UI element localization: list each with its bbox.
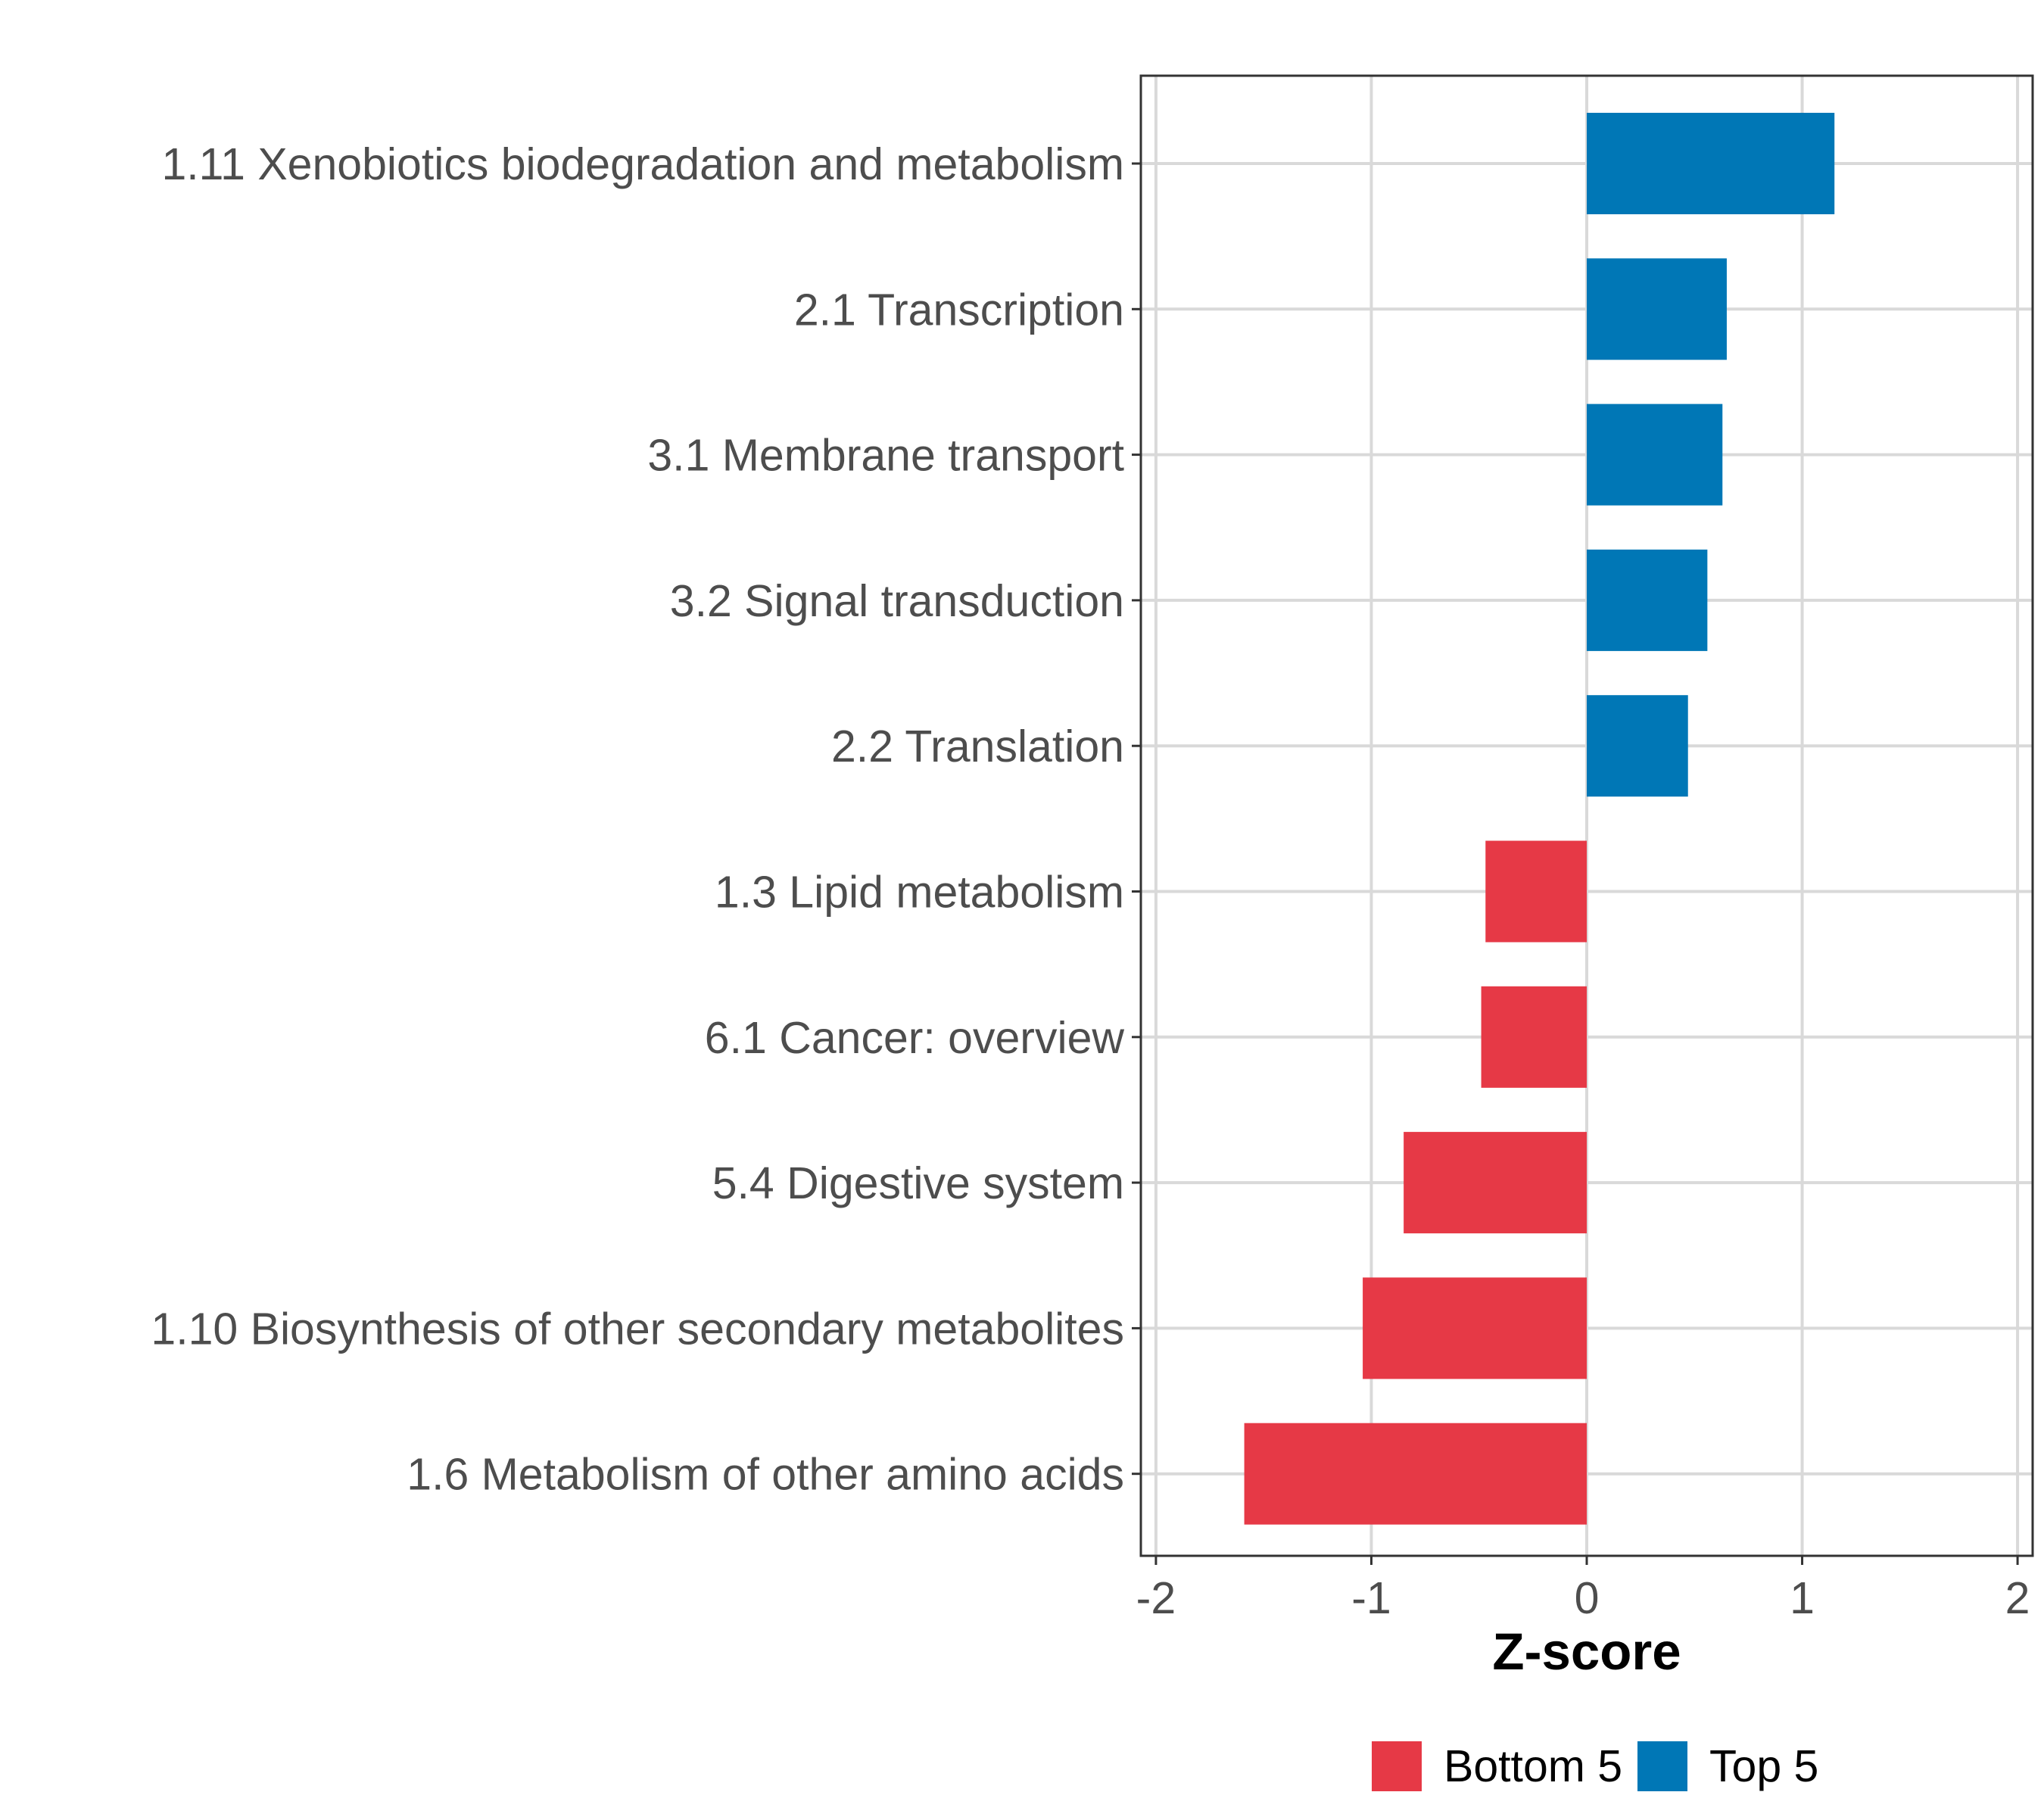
bar [1587,258,1727,360]
category-label: 2.1 Transcription [794,285,1124,335]
bar [1587,695,1688,797]
category-label: 5.4 Digestive system [712,1158,1124,1208]
category-label: 3.2 Signal transduction [670,576,1124,626]
x-tick-label: -1 [1351,1573,1391,1623]
category-label: 2.2 Translation [831,722,1124,771]
category-label: 1.10 Biosynthesis of other secondary met… [151,1304,1124,1354]
bar [1481,986,1587,1088]
x-axis: -2 -1 0 1 2 [1136,1556,2030,1623]
bar [1363,1277,1587,1379]
bar [1404,1132,1587,1234]
legend-label: Bottom 5 [1444,1741,1622,1791]
bar [1587,404,1723,506]
category-label: 1.11 Xenobiotics biodegradation and meta… [161,139,1124,189]
x-axis-title: Z-score [1492,1622,1681,1681]
bars [1244,113,1835,1525]
legend-key [1637,1741,1687,1791]
x-tick-label: 1 [1790,1573,1815,1623]
category-label: 1.6 Metabolism of other amino acids [407,1450,1124,1500]
x-tick-label: 0 [1575,1573,1600,1623]
bar [1244,1423,1587,1525]
x-tick-label: 2 [2005,1573,2030,1623]
y-axis: 1.11 Xenobiotics biodegradation and meta… [151,139,1141,1500]
legend-key [1372,1741,1422,1791]
bar [1587,113,1835,214]
category-label: 1.3 Lipid metabolism [715,868,1124,918]
legend-label: Top 5 [1709,1741,1818,1791]
category-label: 6.1 Cancer: overview [705,1013,1125,1063]
x-tick-label: -2 [1136,1573,1176,1623]
category-label: 3.1 Membrane transport [647,431,1124,481]
bar [1485,840,1587,943]
legend: Bottom 5 Top 5 [1372,1741,1818,1791]
bar [1587,549,1708,651]
